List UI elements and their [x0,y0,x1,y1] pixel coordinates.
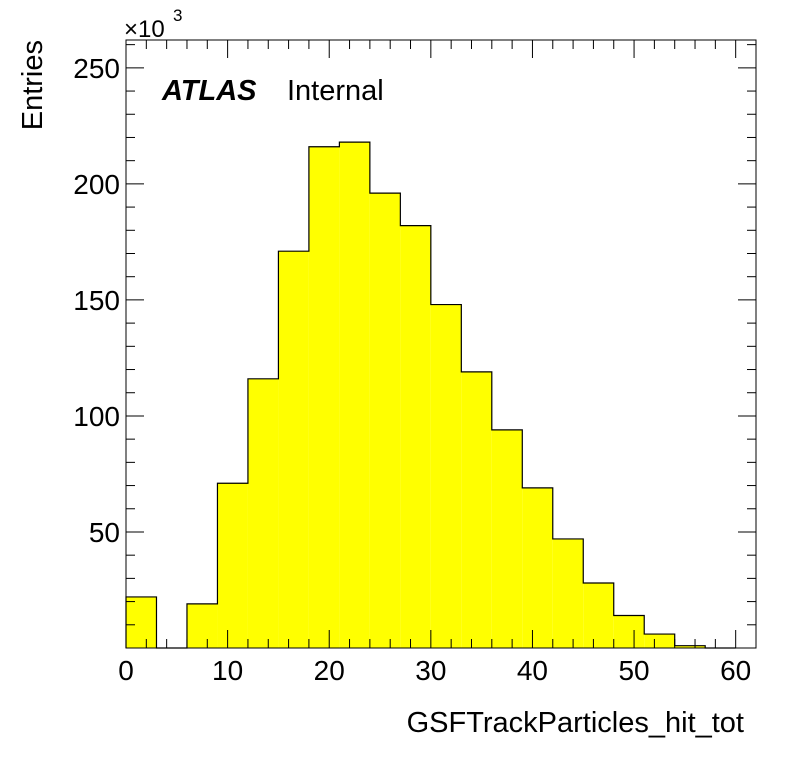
histogram-bar [126,596,157,648]
histogram-bar [247,378,279,648]
atlas-experiment-label: ATLAS [161,75,257,107]
y-tick-label: 100 [73,401,120,432]
x-tick-label: 20 [314,655,345,686]
histogram-bar [278,251,309,648]
histogram-bar [644,634,675,648]
y-multiplier-exponent: 3 [173,6,182,25]
y-tick-label: 150 [73,285,120,316]
histogram-bar [583,583,614,648]
x-tick-label: 30 [415,655,446,686]
histogram-bar [430,304,462,648]
histogram-bar [674,645,706,648]
histogram-bar [491,429,523,648]
histogram-bar [217,483,248,648]
histogram-bar [186,603,218,648]
histogram-bars [125,141,736,649]
x-tick-label: 60 [720,655,751,686]
x-tick-labels: 0 10 20 30 40 50 60 [118,655,751,686]
histogram-bar [339,142,370,648]
y-tick-label: 200 [73,169,120,200]
histogram-bar [308,146,340,648]
histogram-bar [522,487,553,648]
plot-frame [125,39,757,649]
histogram-bar [552,538,584,648]
y-tick-labels: 50 100 150 200 250 [73,53,120,548]
y-multiplier-base: ×10 [124,16,165,43]
histogram-outline [125,141,736,649]
histogram-bar [461,371,492,648]
x-tick-label: 40 [517,655,548,686]
x-tick-label: 10 [212,655,243,686]
atlas-label: ATLAS Internal [161,75,384,107]
x-tick-label: 0 [118,655,134,686]
x-tick-label: 50 [618,655,649,686]
y-axis-label: Entries [17,40,49,130]
histogram-bar [400,225,431,648]
histogram-bar [613,615,645,648]
axis-ticks [125,40,757,648]
y-multiplier: ×10 3 [124,6,182,43]
atlas-status-label: Internal [287,75,384,107]
x-axis-label: GSFTrackParticles_hit_tot [407,707,744,739]
y-tick-label: 250 [73,53,120,84]
y-tick-label: 50 [89,517,120,548]
histogram-bar [369,193,401,648]
